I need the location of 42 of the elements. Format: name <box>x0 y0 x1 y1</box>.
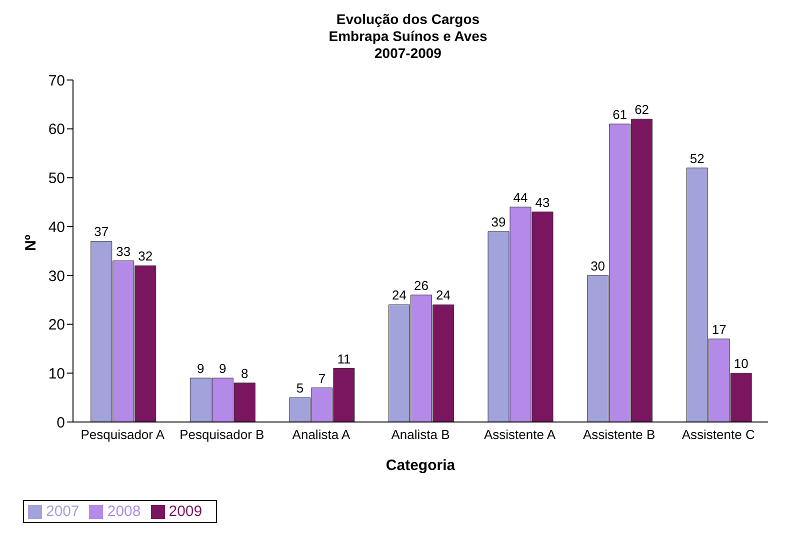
data-label: 5 <box>296 380 304 396</box>
data-label: 43 <box>535 194 550 210</box>
data-label: 39 <box>491 214 506 230</box>
legend-label: 2008 <box>107 503 141 520</box>
data-label: 26 <box>414 278 428 293</box>
data-label: 24 <box>392 288 406 303</box>
chart-title: Evolução dos Cargos Embrapa Suínos e Aves 2007-2009 <box>328 11 488 61</box>
x-tick-label: Assistente C <box>682 427 755 442</box>
y-tick-label: 70 <box>48 72 65 90</box>
data-label: 7 <box>318 370 326 386</box>
data-label: 30 <box>590 258 606 274</box>
data-label: 8 <box>241 366 248 381</box>
x-tick-label: Assistente A <box>484 427 556 442</box>
data-label: 44 <box>513 190 528 206</box>
data-label: 37 <box>94 224 109 240</box>
data-label: 10 <box>734 356 748 372</box>
data-label: 9 <box>219 361 226 376</box>
data-label: 9 <box>197 361 204 376</box>
data-label: 32 <box>138 248 153 264</box>
x-tick-label: Pesquisador A <box>80 427 165 442</box>
x-tick-label: Analista A <box>292 427 350 442</box>
y-tick-label: 20 <box>48 316 65 334</box>
y-tick-label: 60 <box>48 121 65 138</box>
data-label: 62 <box>634 102 650 118</box>
data-label: 61 <box>612 106 628 122</box>
x-tick-label: Analista B <box>391 427 450 442</box>
legend-label: 2009 <box>168 503 202 520</box>
legend-label: 2007 <box>46 503 80 520</box>
data-label: 33 <box>116 244 131 259</box>
x-tick-label: Assistente B <box>582 427 656 442</box>
data-label: 52 <box>690 150 704 166</box>
data-label: 17 <box>712 322 726 337</box>
y-tick-label: 50 <box>48 170 65 188</box>
y-tick-label: 30 <box>48 268 65 285</box>
y-axis-title: Nº <box>22 234 40 251</box>
data-label: 24 <box>436 288 450 303</box>
y-tick-label: 10 <box>48 365 65 382</box>
data-label: 11 <box>337 351 351 366</box>
x-axis-title: Categoria <box>386 457 456 474</box>
x-tick-label: Pesquisador B <box>180 427 264 442</box>
y-tick-label: 40 <box>48 218 65 236</box>
y-tick-label: 0 <box>56 414 65 432</box>
